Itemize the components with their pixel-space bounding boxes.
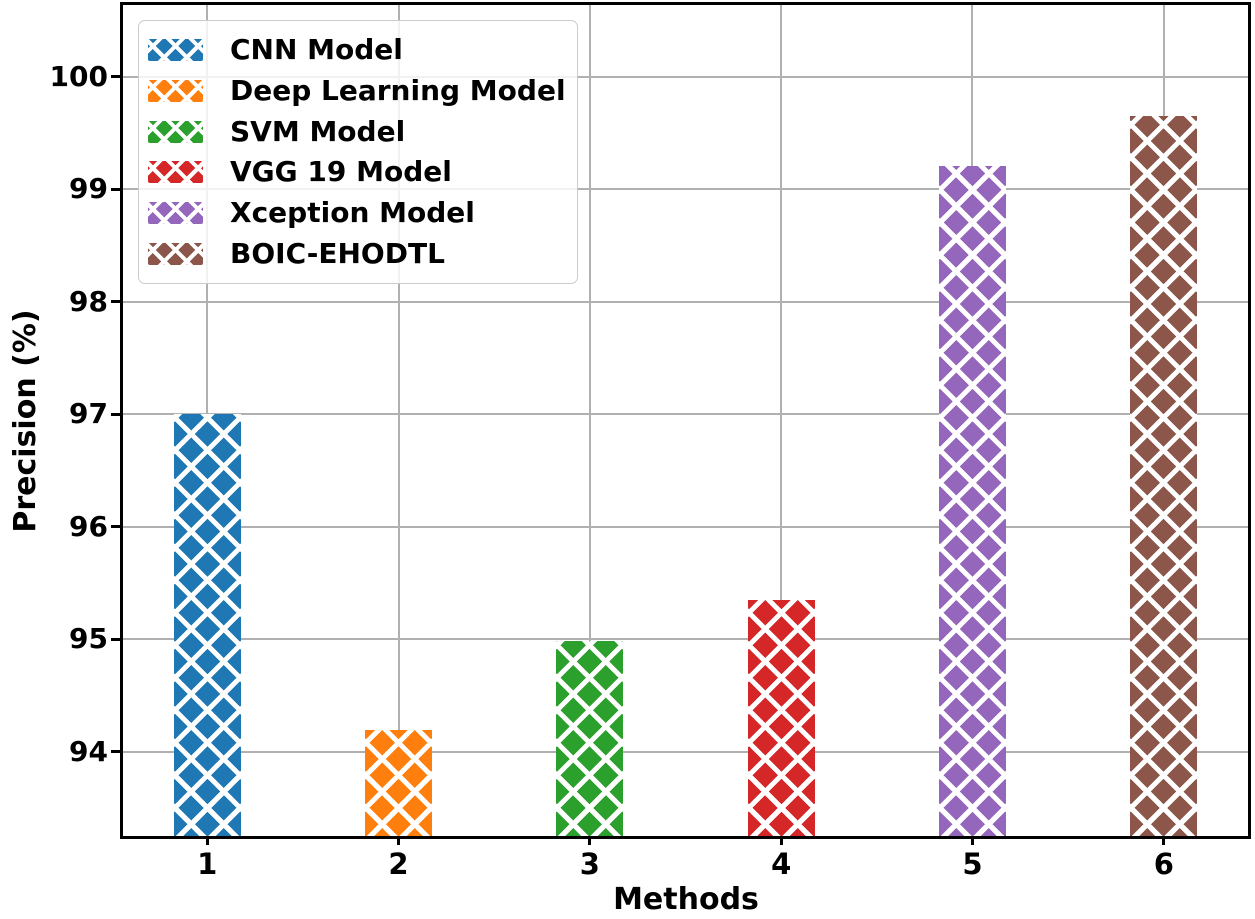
- legend-label-boic-ehodtl: BOIC-EHODTL: [230, 236, 445, 270]
- x-tick-label-3: 3: [579, 847, 600, 881]
- gridline-x-2: [397, 5, 400, 836]
- y-tick-label-99: 99: [69, 172, 108, 206]
- bar-deep-learning-model: [365, 730, 432, 836]
- x-tick-label-1: 1: [197, 847, 218, 881]
- x-tick-mark-3: [588, 836, 592, 845]
- bar-svm-model: [556, 641, 624, 836]
- x-tick-mark-1: [205, 836, 209, 845]
- gridline-y-98: [123, 300, 1248, 303]
- gridline-y-96: [123, 525, 1248, 528]
- gridline-y-95: [123, 638, 1248, 641]
- bar-xception-model: [939, 165, 1006, 836]
- legend-item-vgg-19-model: VGG 19 Model: [148, 155, 577, 189]
- legend-swatch-vgg-19-model: [148, 161, 203, 184]
- legend-swatch-svm-model: [148, 120, 203, 143]
- legend-label-xception-model: Xception Model: [230, 195, 475, 229]
- x-tick-mark-4: [779, 836, 783, 845]
- y-tick-label-98: 98: [69, 284, 108, 318]
- bar-cnn-model: [173, 414, 241, 836]
- y-tick-label-96: 96: [69, 509, 108, 543]
- legend-item-deep-learning-model: Deep Learning Model: [148, 74, 577, 108]
- y-tick-mark-95: [111, 637, 120, 641]
- gridline-x-3: [588, 5, 591, 836]
- y-tick-label-95: 95: [69, 622, 108, 656]
- legend-swatch-xception-model: [148, 201, 203, 224]
- bar-boic-ehodtl: [1130, 116, 1198, 836]
- gridline-x-4: [780, 5, 783, 836]
- y-tick-mark-97: [111, 412, 120, 416]
- x-tick-label-2: 2: [388, 847, 409, 881]
- gridline-y-97: [123, 413, 1248, 416]
- gridline-y-100: [123, 75, 1248, 78]
- gridline-y-99: [123, 188, 1248, 191]
- y-tick-mark-99: [111, 187, 120, 191]
- legend-item-svm-model: SVM Model: [148, 115, 577, 149]
- y-tick-label-94: 94: [69, 734, 108, 768]
- y-axis-label: Precision (%): [8, 309, 43, 533]
- legend-label-deep-learning-model: Deep Learning Model: [230, 73, 566, 107]
- y-tick-mark-96: [111, 525, 120, 529]
- legend-item-boic-ehodtl: BOIC-EHODTL: [148, 237, 577, 271]
- x-tick-mark-5: [970, 836, 974, 845]
- x-axis-label: Methods: [613, 882, 759, 917]
- x-tick-mark-6: [1162, 836, 1166, 845]
- x-tick-label-4: 4: [771, 847, 792, 881]
- legend-label-svm-model: SVM Model: [230, 114, 406, 148]
- x-tick-label-5: 5: [962, 847, 983, 881]
- bar-vgg-19-model: [747, 599, 815, 836]
- x-tick-label-6: 6: [1153, 847, 1174, 881]
- y-tick-label-100: 100: [49, 59, 108, 93]
- y-tick-mark-100: [111, 75, 120, 79]
- legend-item-cnn-model: CNN Model: [148, 33, 577, 67]
- x-tick-mark-2: [397, 836, 400, 845]
- gridline-y-94: [123, 750, 1248, 753]
- legend-label-cnn-model: CNN Model: [230, 33, 403, 67]
- legend-swatch-deep-learning-model: [148, 79, 203, 102]
- legend-swatch-cnn-model: [148, 39, 203, 62]
- y-tick-mark-98: [111, 300, 120, 304]
- legend-label-vgg-19-model: VGG 19 Model: [230, 155, 452, 189]
- legend-swatch-boic-ehodtl: [148, 242, 203, 265]
- legend: CNN Model Deep Learning Model SVM Model VGG…: [138, 20, 578, 284]
- y-tick-label-97: 97: [69, 397, 108, 431]
- y-tick-mark-94: [111, 750, 120, 754]
- legend-item-xception-model: Xception Model: [148, 196, 577, 230]
